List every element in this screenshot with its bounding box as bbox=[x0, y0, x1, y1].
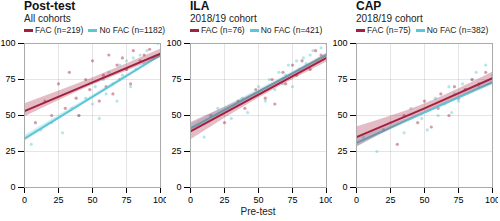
html-text:All cohorts: All cohorts bbox=[24, 13, 71, 24]
svg-text:75: 75 bbox=[121, 195, 131, 205]
svg-text:25: 25 bbox=[171, 146, 181, 156]
svg-text:0: 0 bbox=[354, 195, 359, 205]
svg-text:100: 100 bbox=[485, 195, 498, 205]
svg-text:0: 0 bbox=[22, 195, 27, 205]
svg-text:0: 0 bbox=[176, 182, 181, 192]
html-text:FAC (n=75): FAC (n=75) bbox=[367, 25, 411, 35]
svg-text:75: 75 bbox=[337, 74, 347, 84]
svg-text:25: 25 bbox=[385, 195, 395, 205]
svg-text:50: 50 bbox=[253, 195, 263, 205]
html-text:CAP: CAP bbox=[356, 0, 382, 13]
svg-text:50: 50 bbox=[5, 110, 15, 120]
html-text:Post-test: Post-test bbox=[24, 0, 76, 13]
svg-text:75: 75 bbox=[171, 74, 181, 84]
svg-text:100: 100 bbox=[319, 195, 332, 205]
html-text:ILA: ILA bbox=[190, 0, 210, 13]
svg-text:25: 25 bbox=[53, 195, 63, 205]
html-text:No FAC (n=1182): No FAC (n=1182) bbox=[99, 25, 166, 35]
html-text:2018/19 cohort: 2018/19 cohort bbox=[356, 13, 423, 24]
svg-text:50: 50 bbox=[419, 195, 429, 205]
svg-text:100: 100 bbox=[166, 38, 181, 48]
svg-text:100: 100 bbox=[332, 38, 347, 48]
html-text:FAC (n=219): FAC (n=219) bbox=[35, 25, 84, 35]
svg-text:0: 0 bbox=[10, 182, 15, 192]
html-text:Pre-test: Pre-test bbox=[240, 206, 276, 217]
svg-text:0: 0 bbox=[188, 195, 193, 205]
html-text:FAC (n=76): FAC (n=76) bbox=[201, 25, 245, 35]
svg-text:50: 50 bbox=[171, 110, 181, 120]
html-text:No FAC (n=382): No FAC (n=382) bbox=[426, 25, 489, 35]
svg-text:25: 25 bbox=[219, 195, 229, 205]
svg-text:0: 0 bbox=[342, 182, 347, 192]
svg-text:75: 75 bbox=[287, 195, 297, 205]
svg-text:100: 100 bbox=[0, 38, 15, 48]
svg-text:25: 25 bbox=[5, 146, 15, 156]
html-text:No FAC (n=421): No FAC (n=421) bbox=[260, 25, 323, 35]
svg-text:100: 100 bbox=[153, 195, 166, 205]
svg-text:50: 50 bbox=[337, 110, 347, 120]
svg-text:75: 75 bbox=[5, 74, 15, 84]
svg-text:75: 75 bbox=[453, 195, 463, 205]
html-text:2018/19 cohort: 2018/19 cohort bbox=[190, 13, 257, 24]
svg-text:50: 50 bbox=[87, 195, 97, 205]
svg-text:25: 25 bbox=[337, 146, 347, 156]
